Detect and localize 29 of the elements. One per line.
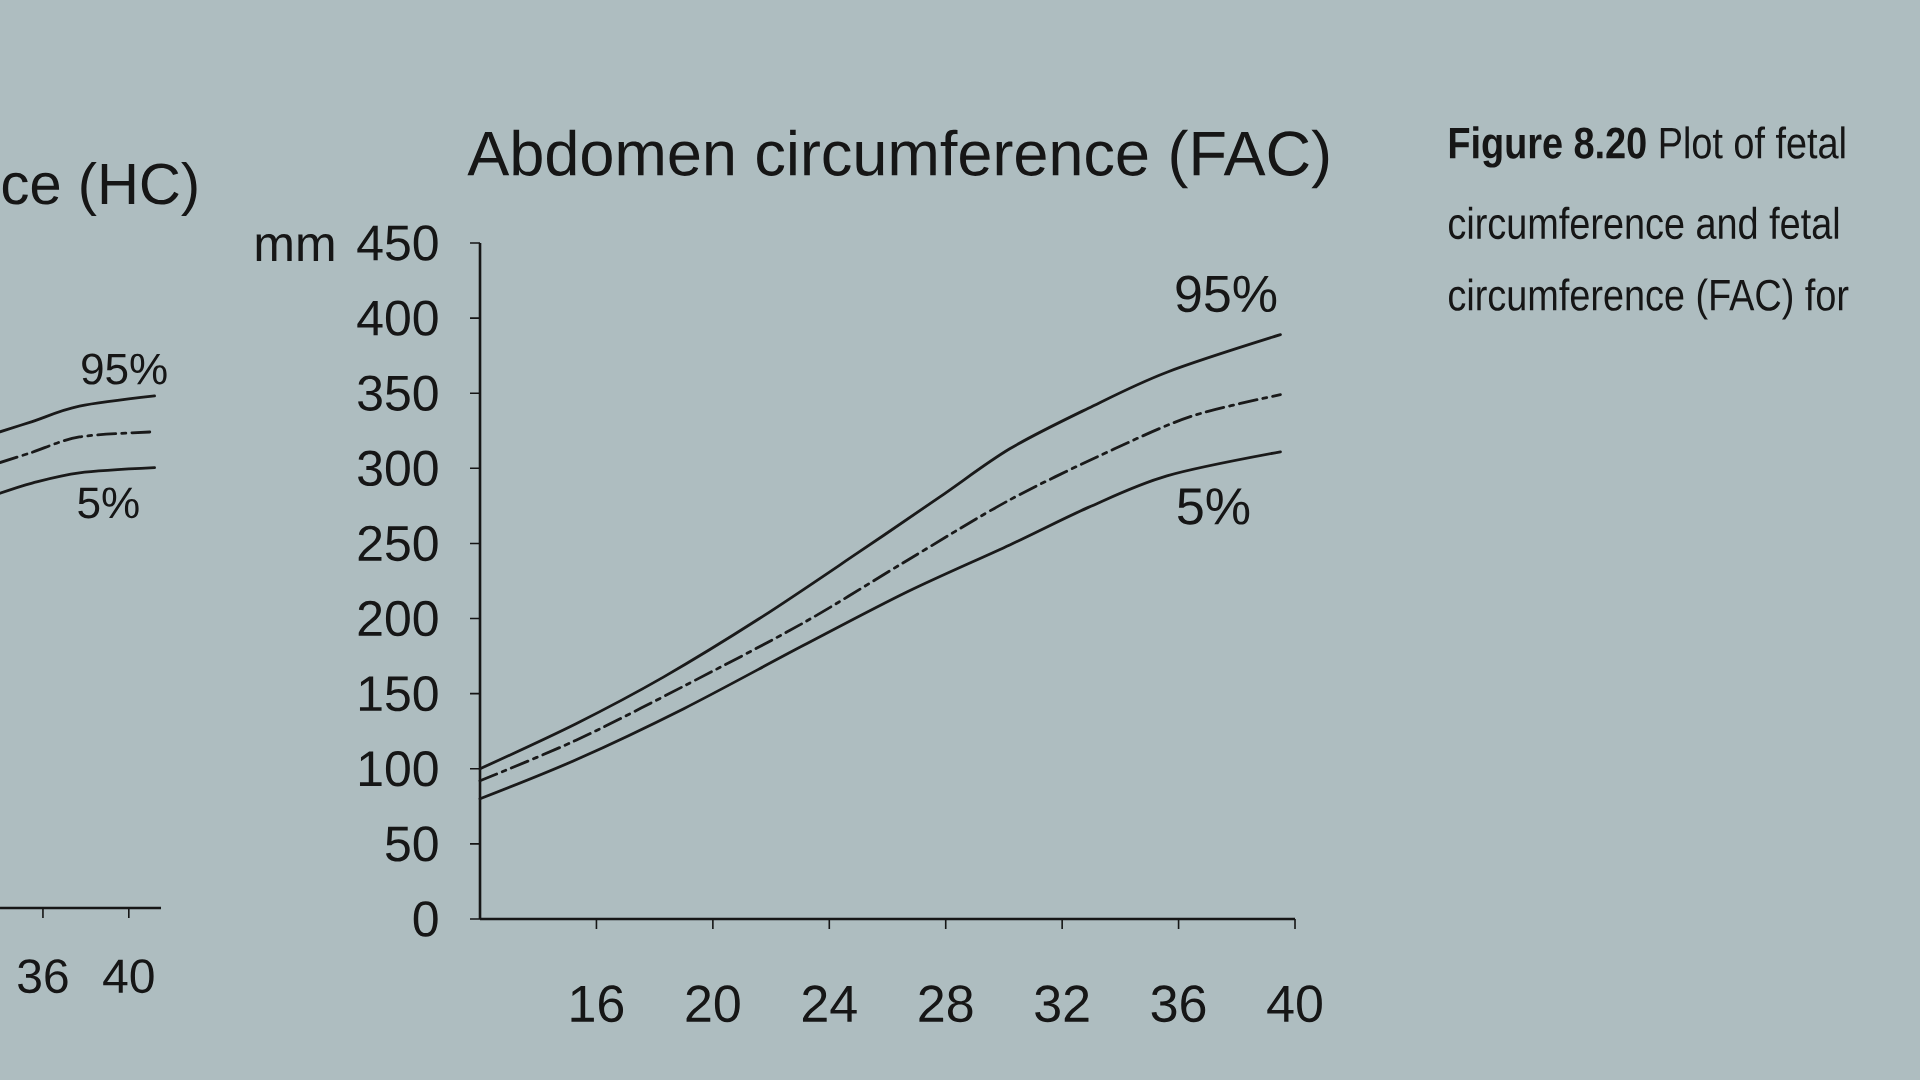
x-tick-label: 36 [1151, 985, 1206, 1023]
y-tick-label: 200 [358, 600, 438, 637]
y-tick-label: 250 [358, 525, 438, 562]
y-axis-title: mm [256, 234, 334, 261]
x-tick-label: 28 [919, 985, 973, 1023]
y-tick-label: 100 [359, 751, 438, 787]
x-tick-label: 16 [571, 985, 624, 1023]
y-tick-label: 400 [357, 300, 438, 336]
text: Figure 8.20 Plot of fetal [1449, 126, 1845, 168]
y-tick-label: 350 [358, 375, 438, 411]
series-label: 95% [1176, 275, 1277, 313]
text: circumference (FAC) for [1449, 278, 1849, 320]
x-tick-label: 24 [802, 985, 857, 1022]
x-tick-label: 20 [686, 985, 740, 1023]
text: circumference and fetal [1449, 206, 1839, 240]
y-tick-label: 450 [357, 225, 438, 261]
series-label: 95% [82, 353, 167, 385]
y-tick-label: 0 [413, 901, 438, 937]
series-label: 5% [1177, 488, 1250, 525]
x-tick-label: 32 [1035, 985, 1089, 1023]
chart-title: Abdomen circumference (FAC) [467, 129, 1329, 189]
y-tick-label: 150 [359, 675, 438, 712]
x-tick-label: 40 [103, 959, 154, 994]
series-label: 5% [78, 487, 139, 519]
chart-title: ce (HC) [2, 161, 197, 217]
y-tick-label: 50 [386, 826, 438, 862]
y-tick-label: 300 [358, 450, 438, 487]
x-tick-label: 36 [18, 959, 68, 994]
x-tick-label: 40 [1267, 985, 1322, 1023]
